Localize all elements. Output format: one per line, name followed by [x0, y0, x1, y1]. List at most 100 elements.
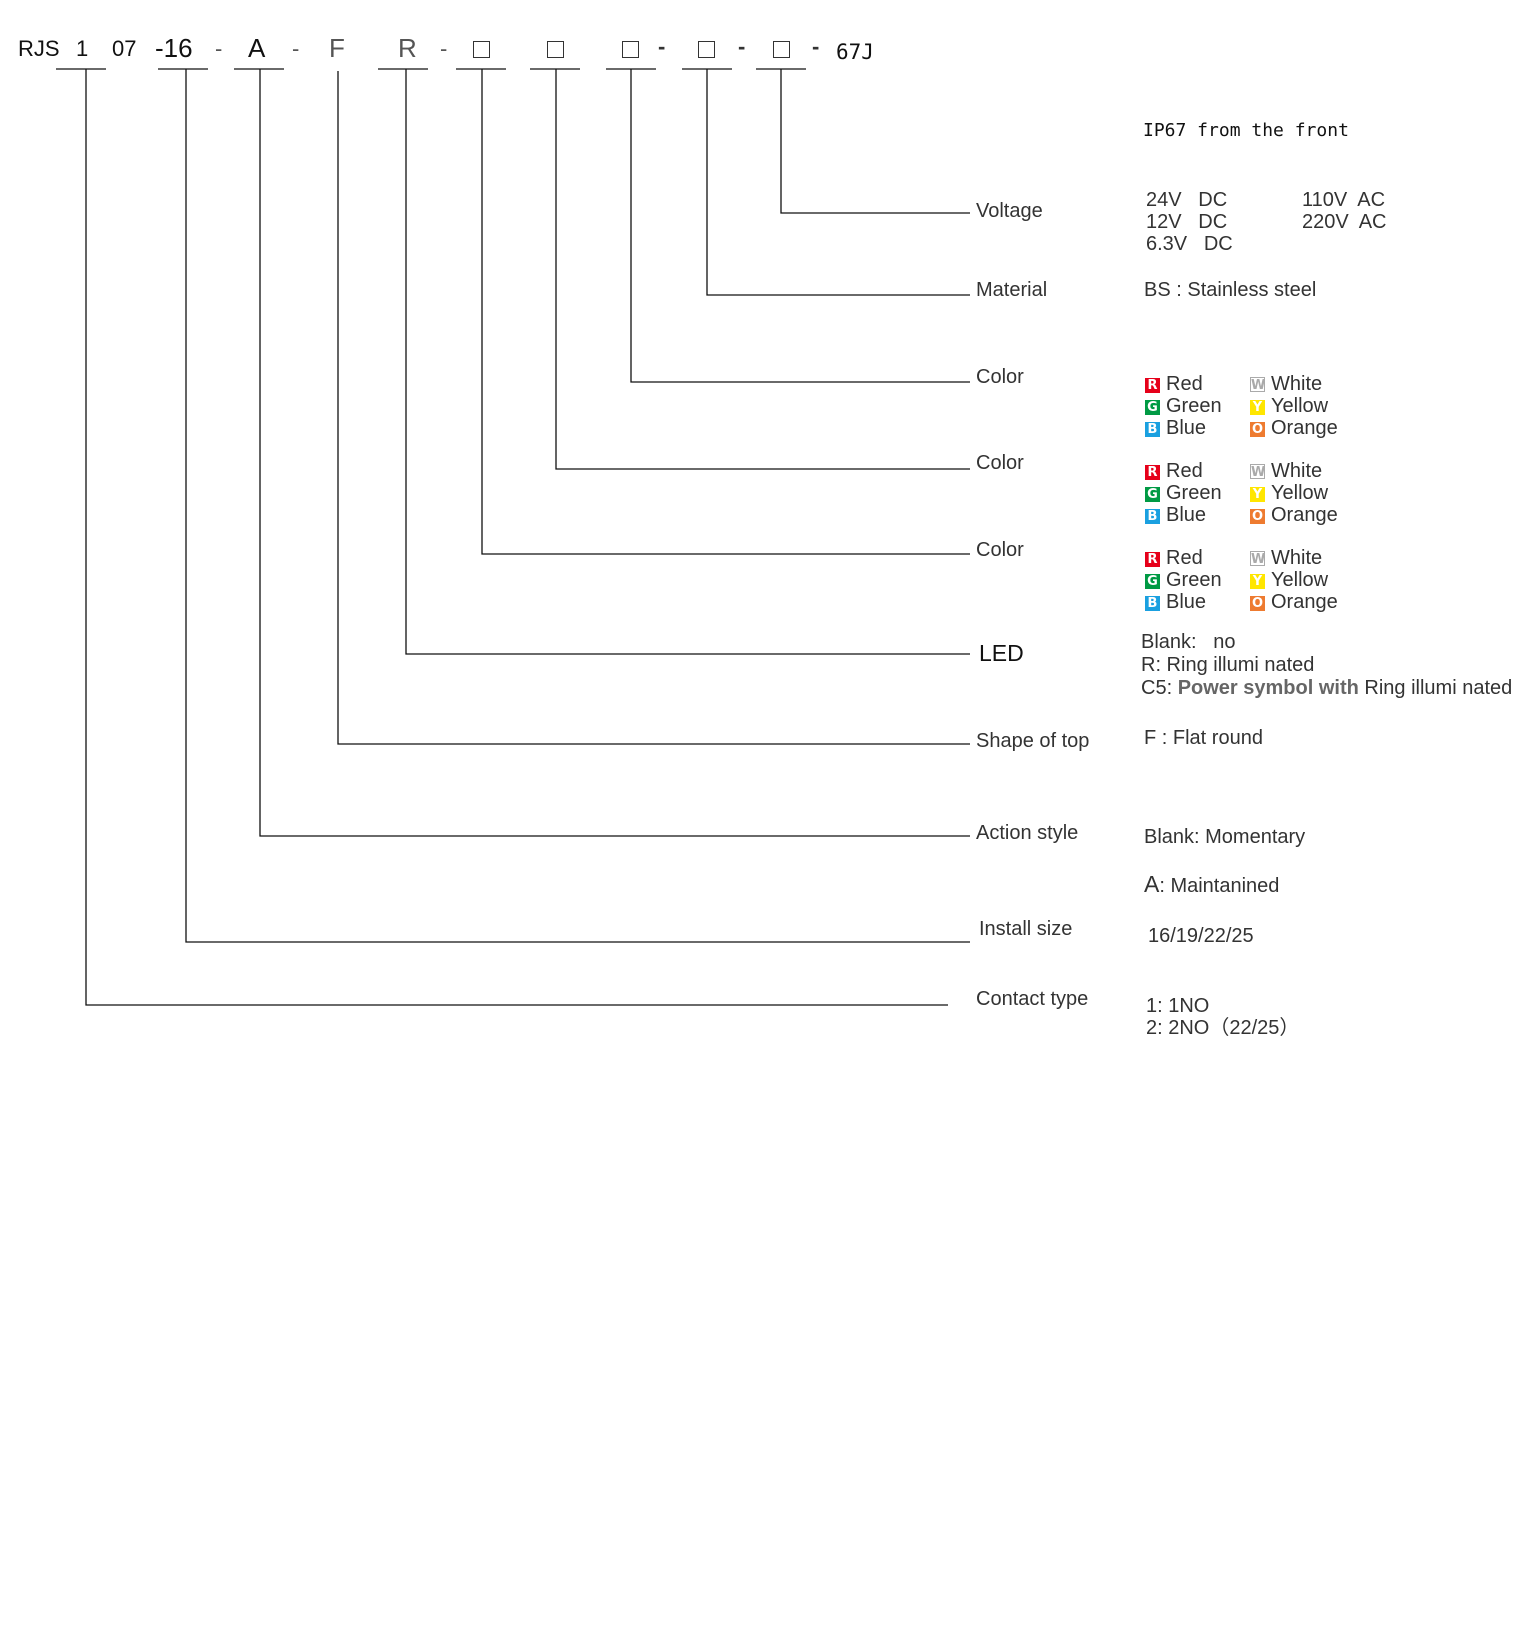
color-name: Green — [1166, 395, 1222, 417]
color-name: Yellow — [1271, 395, 1329, 417]
led-option-blank: Blank: no — [1141, 631, 1236, 653]
color-name: White — [1271, 547, 1323, 569]
action-style-maintained: A: Maintanined — [1144, 871, 1280, 898]
label-led: LED — [979, 640, 1024, 666]
contact-type-2no: 2: 2NO（22/25） — [1146, 1017, 1300, 1039]
leader-color-3 — [481, 69, 970, 555]
leader-action-style — [259, 69, 970, 837]
color-name: Yellow — [1271, 569, 1329, 591]
orange-swatch-icon: O — [1250, 596, 1265, 611]
leader-install-size — [185, 69, 970, 943]
red-swatch-icon: R — [1145, 378, 1160, 393]
color-name: Green — [1166, 569, 1222, 591]
color-name: Blue — [1166, 417, 1207, 439]
action-style-momentary: Blank: Momentary — [1144, 826, 1306, 848]
code-top-shape: F — [329, 33, 345, 63]
green-swatch-icon: G — [1145, 487, 1160, 502]
leader-shape-of-top — [337, 71, 970, 745]
color-name: White — [1271, 373, 1323, 395]
color-name: Blue — [1166, 504, 1207, 526]
blank-box-voltage — [773, 41, 790, 58]
code-separator: - — [658, 34, 666, 59]
color-option-orange: O Orange — [1250, 504, 1338, 527]
led-option-key: Blank: — [1141, 631, 1197, 653]
color-option-blue: B Blue — [1145, 591, 1206, 614]
code-contact-type: 1 — [76, 36, 89, 61]
color-option-red: R Red — [1145, 460, 1203, 483]
label-voltage: Voltage — [976, 200, 1043, 222]
yellow-swatch-icon: Y — [1250, 487, 1265, 502]
shape-of-top-desc: F : Flat round — [1144, 727, 1263, 749]
leader-contact-type — [85, 69, 948, 1006]
color-option-green: G Green — [1145, 482, 1222, 505]
led-option-power-symbol: C5: Power symbol with Ring illumi nated — [1141, 677, 1512, 699]
label-color-3: Color — [976, 539, 1024, 561]
color-name: Orange — [1271, 504, 1338, 526]
red-swatch-icon: R — [1145, 552, 1160, 567]
action-style-value: : Maintanined — [1159, 875, 1280, 897]
label-color-2: Color — [976, 452, 1024, 474]
white-swatch-icon: W — [1250, 464, 1266, 480]
code-separator: - — [292, 36, 300, 61]
blue-swatch-icon: B — [1145, 422, 1160, 437]
code-series: 07 — [112, 36, 137, 61]
code-prefix: RJS — [18, 36, 60, 61]
action-style-key: A — [1144, 871, 1160, 897]
color-name: Yellow — [1271, 482, 1329, 504]
color-option-yellow: Y Yellow — [1250, 395, 1328, 418]
yellow-swatch-icon: Y — [1250, 574, 1265, 589]
color-option-blue: B Blue — [1145, 504, 1206, 527]
code-led: R — [398, 33, 417, 63]
code-separator: - — [440, 36, 448, 61]
color-option-white: W White — [1250, 547, 1322, 570]
blue-swatch-icon: B — [1145, 509, 1160, 524]
material-desc: BS : Stainless steel — [1144, 279, 1317, 301]
contact-type-1no: 1: 1NO — [1146, 995, 1210, 1017]
color-option-yellow: Y Yellow — [1250, 482, 1328, 505]
blank-box-material — [698, 41, 715, 58]
color-name: Orange — [1271, 591, 1338, 613]
label-shape-of-top: Shape of top — [976, 730, 1090, 752]
ip-rating: IP67 from the front — [1143, 120, 1349, 141]
leader-material — [706, 69, 970, 296]
white-swatch-icon: W — [1250, 551, 1266, 567]
green-swatch-icon: G — [1145, 400, 1160, 415]
code-install-size: -16 — [155, 33, 193, 63]
led-option-rest: Ring illumi nated — [1364, 677, 1513, 699]
orange-swatch-icon: O — [1250, 422, 1265, 437]
blank-box-color-3 — [473, 41, 490, 58]
blank-box-color-1 — [622, 41, 639, 58]
color-name: Blue — [1166, 591, 1207, 613]
color-option-yellow: Y Yellow — [1250, 569, 1328, 592]
orange-swatch-icon: O — [1250, 509, 1265, 524]
blue-swatch-icon: B — [1145, 596, 1160, 611]
green-swatch-icon: G — [1145, 574, 1160, 589]
label-material: Material — [976, 279, 1048, 301]
label-contact-type: Contact type — [976, 988, 1089, 1010]
voltage-ac-options: 110V AC 220V AC — [1302, 189, 1387, 233]
code-action-style: A — [248, 33, 266, 63]
leader-voltage — [780, 69, 970, 214]
yellow-swatch-icon: Y — [1250, 400, 1265, 415]
color-name: Red — [1166, 373, 1203, 395]
color-option-green: G Green — [1145, 569, 1222, 592]
leader-color-1 — [630, 69, 970, 383]
color-option-green: G Green — [1145, 395, 1222, 418]
color-name: Orange — [1271, 417, 1338, 439]
label-install-size: Install size — [979, 918, 1073, 940]
led-option-value: no — [1213, 631, 1236, 653]
led-option-bold: Power symbol with — [1177, 677, 1359, 699]
color-name: Green — [1166, 482, 1222, 504]
code-separator: - — [738, 34, 746, 59]
white-swatch-icon: W — [1250, 377, 1266, 393]
voltage-dc-options: 24V DC 12V DC 6.3V DC — [1146, 189, 1233, 255]
blank-box-color-2 — [547, 41, 564, 58]
color-option-blue: B Blue — [1145, 417, 1206, 440]
code-separator: - — [812, 34, 820, 59]
label-color-1: Color — [976, 366, 1024, 388]
color-option-red: R Red — [1145, 547, 1203, 570]
code-suffix: 67J — [836, 40, 874, 64]
color-option-red: R Red — [1145, 373, 1203, 396]
led-option-ring: R: Ring illumi nated — [1141, 654, 1315, 676]
